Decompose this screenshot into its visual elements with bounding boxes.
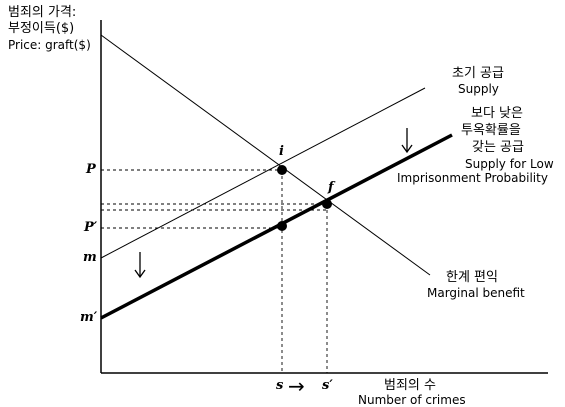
low-supply-label-ko-line1: 보다 낮은 [471,106,523,121]
y-axis-label-ko-line1: 범죄의 가격: [8,5,77,20]
initial-supply-curve [100,87,426,259]
low-supply-label-ko-line3: 갖는 공급 [472,140,524,155]
tick-m-prime: m′ [80,310,98,325]
point-f [322,199,332,209]
marginal-benefit-label-en: Marginal benefit [427,286,525,300]
x-axis-label-ko: 범죄의 수 [384,378,436,393]
tick-p-prime: P′ [84,220,98,235]
point-lower [277,221,287,231]
shift-right-arrow: → [288,374,305,398]
initial-supply-label-en: Supply [458,82,499,96]
tick-m: m [83,250,97,265]
marginal-benefit-curve [100,34,431,276]
down-arrow-left [134,252,146,279]
point-i-label: i [279,144,284,159]
tick-s-prime: s′ [322,378,333,393]
low-imprisonment-supply-curve [100,133,453,320]
low-supply-label-ko-line2: 투옥확률을 [461,123,521,138]
point-f-label: f [328,180,334,195]
x-axis-label-en: Number of crimes [358,393,466,407]
point-i [277,165,287,175]
tick-p: P [86,162,96,177]
y-axis-label-en: Price: graft($) [8,38,91,52]
tick-s: s [276,378,284,393]
y-axis-label-ko-line2: 부정이득($) [8,21,75,36]
marginal-benefit-label-ko: 한계 편익 [446,270,498,285]
low-supply-label-en-line2: Imprisonment Probability [397,171,548,185]
low-supply-label-en-line1: Supply for Low [465,157,554,171]
initial-supply-label-ko: 초기 공급 [452,66,504,81]
down-arrow-right [401,128,413,154]
